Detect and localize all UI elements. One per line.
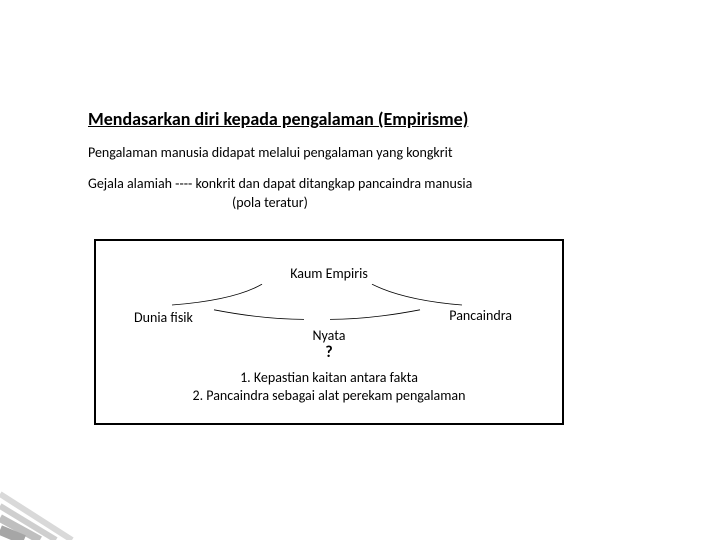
diagram-left-label: Dunia fisik xyxy=(134,309,193,326)
diagram-question-mark: ? xyxy=(325,343,332,362)
paragraph-2b: (pola teratur) xyxy=(232,194,640,211)
diagram-top-label: Kaum Empiris xyxy=(290,265,368,282)
diagram-container: Kaum Empiris Dunia fisik Pancaindra Nyat… xyxy=(94,239,564,425)
diagram-mid-label: Nyata xyxy=(313,327,346,344)
diagram-list-item-1: 1. Kepastian kaitan antara fakta xyxy=(114,369,544,387)
diagram-list-item-2: 2. Pancaindra sebagai alat perekam penga… xyxy=(114,387,544,405)
diagram-right-label: Pancaindra xyxy=(449,307,512,324)
paragraph-2a: Gejala alamiah ---- konkrit dan dapat di… xyxy=(88,175,640,192)
slide-title: Mendasarkan diri kepada pengalaman (Empi… xyxy=(88,108,640,130)
corner-accent-lines xyxy=(0,460,90,540)
diagram-list: 1. Kepastian kaitan antara fakta 2. Panc… xyxy=(114,369,544,405)
paragraph-1: Pengalaman manusia didapat melalui penga… xyxy=(88,144,640,161)
